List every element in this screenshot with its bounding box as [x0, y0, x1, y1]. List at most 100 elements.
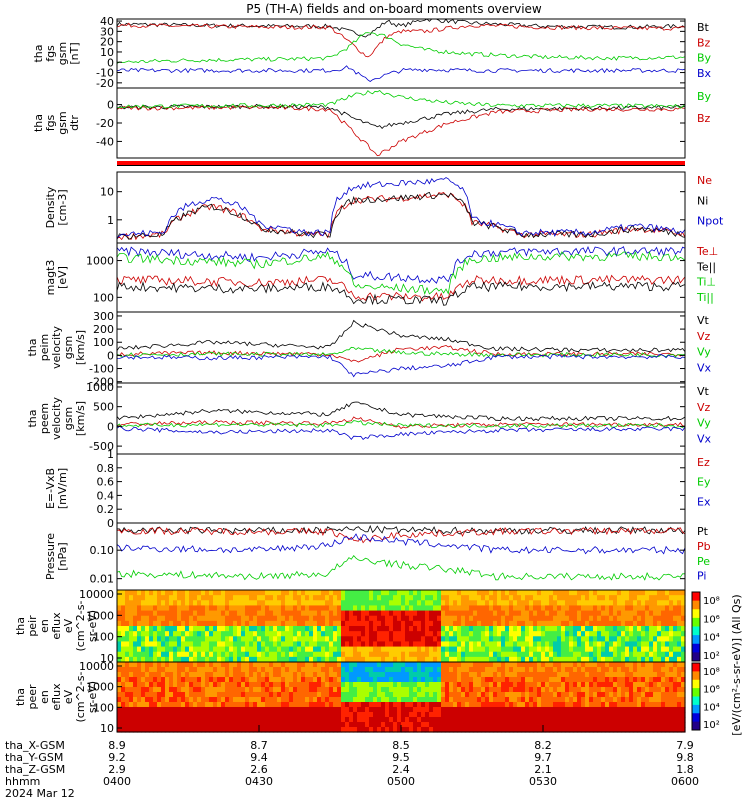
- spectrogram-cell: [361, 646, 366, 653]
- spectrogram-cell: [165, 595, 170, 601]
- spectrogram-cell: [493, 646, 498, 653]
- spectrogram-cell: [569, 605, 574, 612]
- spectrogram-cell: [209, 626, 214, 632]
- spectrogram-cell: [229, 697, 234, 703]
- spectrogram-cell: [525, 641, 530, 648]
- spectrogram-cell: [201, 595, 206, 601]
- spectrogram-cell: [161, 656, 166, 663]
- spectrogram-cell: [581, 672, 586, 678]
- spectrogram-cell: [429, 662, 434, 668]
- spectrogram-cell: [421, 702, 426, 708]
- spectrogram-cell: [401, 677, 406, 683]
- spectrogram-cell: [517, 727, 522, 733]
- spectrogram-cell: [381, 667, 386, 673]
- legend-entry: Ne: [697, 174, 712, 187]
- spectrogram-cell: [541, 687, 546, 693]
- spectrogram-cell: [545, 600, 550, 607]
- spectrogram-cell: [125, 682, 130, 688]
- colorbar-tick-label: 10⁶: [703, 685, 720, 696]
- spectrogram-cell: [309, 702, 314, 708]
- spectrogram-cell: [501, 590, 506, 596]
- spectrogram-cell: [233, 682, 238, 688]
- spectrogram-cell: [433, 620, 438, 627]
- spectrogram-cell: [281, 717, 286, 723]
- spectrogram-cell: [185, 722, 190, 728]
- spectrogram-cell: [645, 595, 650, 601]
- spectrogram-cell: [449, 682, 454, 688]
- spectrogram-cell: [493, 662, 498, 668]
- spectrogram-cell: [153, 697, 158, 703]
- spectrogram-cell: [225, 631, 230, 637]
- spectrogram-cell: [469, 605, 474, 612]
- spectrogram-cell: [625, 677, 630, 683]
- spectrogram-cell: [625, 672, 630, 678]
- spectrogram-cell: [165, 600, 170, 607]
- spectrogram-cell: [413, 707, 418, 713]
- spectrogram-cell: [549, 615, 554, 622]
- spectrogram-cell: [325, 662, 330, 668]
- spectrogram-cell: [345, 615, 350, 622]
- spectrogram-cell: [485, 697, 490, 703]
- spectrogram-cell: [613, 687, 618, 693]
- spectrogram-cell: [673, 651, 678, 658]
- spectrogram-cell: [153, 727, 158, 733]
- spectrogram-cell: [633, 682, 638, 688]
- spectrogram-cell: [425, 626, 430, 632]
- spectrogram-cell: [213, 692, 218, 698]
- spectrogram-cell: [133, 636, 138, 643]
- spectrogram-cell: [145, 702, 150, 708]
- spectrogram-cell: [133, 651, 138, 658]
- spectrogram-cell: [621, 682, 626, 688]
- spectrogram-cell: [329, 682, 334, 688]
- spectrogram-cell: [381, 687, 386, 693]
- spectrogram-cell: [561, 682, 566, 688]
- spectrogram-cell: [297, 641, 302, 648]
- spectrogram-cell: [493, 651, 498, 658]
- spectrogram-cell: [181, 610, 186, 617]
- spectrogram-cell: [341, 656, 346, 663]
- spectrogram-cell: [465, 656, 470, 663]
- spectrogram-cell: [201, 600, 206, 607]
- spectrogram-cell: [529, 656, 534, 663]
- spectrogram-cell: [337, 656, 342, 663]
- spectrogram-cell: [201, 722, 206, 728]
- spectrogram-cell: [257, 636, 262, 643]
- spectrogram-cell: [393, 702, 398, 708]
- spectrogram-cell: [657, 687, 662, 693]
- spectrogram-cell: [133, 692, 138, 698]
- spectrogram-cell: [289, 687, 294, 693]
- spectrogram-cell: [309, 626, 314, 632]
- spectrogram-cell: [437, 656, 442, 663]
- spectrogram-cell: [197, 667, 202, 673]
- spectrogram-cell: [189, 707, 194, 713]
- spectrogram-cell: [641, 656, 646, 663]
- spectrogram-cell: [221, 667, 226, 673]
- spectrogram-cell: [581, 687, 586, 693]
- spectrogram-cell: [445, 631, 450, 637]
- spectrogram-cell: [353, 651, 358, 658]
- spectrogram-cell: [641, 646, 646, 653]
- spectrogram-cell: [681, 717, 686, 723]
- spectrogram-cell: [669, 631, 674, 637]
- spectrogram-cell: [421, 682, 426, 688]
- spectrogram-cell: [677, 646, 682, 653]
- spectrogram-cell: [357, 646, 362, 653]
- spectrogram-cell: [589, 687, 594, 693]
- spectrogram-cell: [417, 707, 422, 713]
- spectrogram-cell: [161, 717, 166, 723]
- spectrogram-cell: [125, 631, 130, 637]
- spectrogram-cell: [181, 600, 186, 607]
- spectrogram-cell: [621, 646, 626, 653]
- y-axis-label: eflux: [50, 683, 63, 711]
- spectrogram-cell: [177, 727, 182, 733]
- spectrogram-cell: [377, 641, 382, 648]
- spectrogram-cell: [129, 722, 134, 728]
- spectrogram-cell: [337, 600, 342, 607]
- spectrogram-cell: [417, 590, 422, 596]
- spectrogram-cell: [545, 717, 550, 723]
- spectrogram-cell: [281, 600, 286, 607]
- spectrogram-cell: [573, 672, 578, 678]
- spectrogram-cell: [125, 662, 130, 668]
- spectrogram-cell: [613, 707, 618, 713]
- spectrogram-cell: [469, 722, 474, 728]
